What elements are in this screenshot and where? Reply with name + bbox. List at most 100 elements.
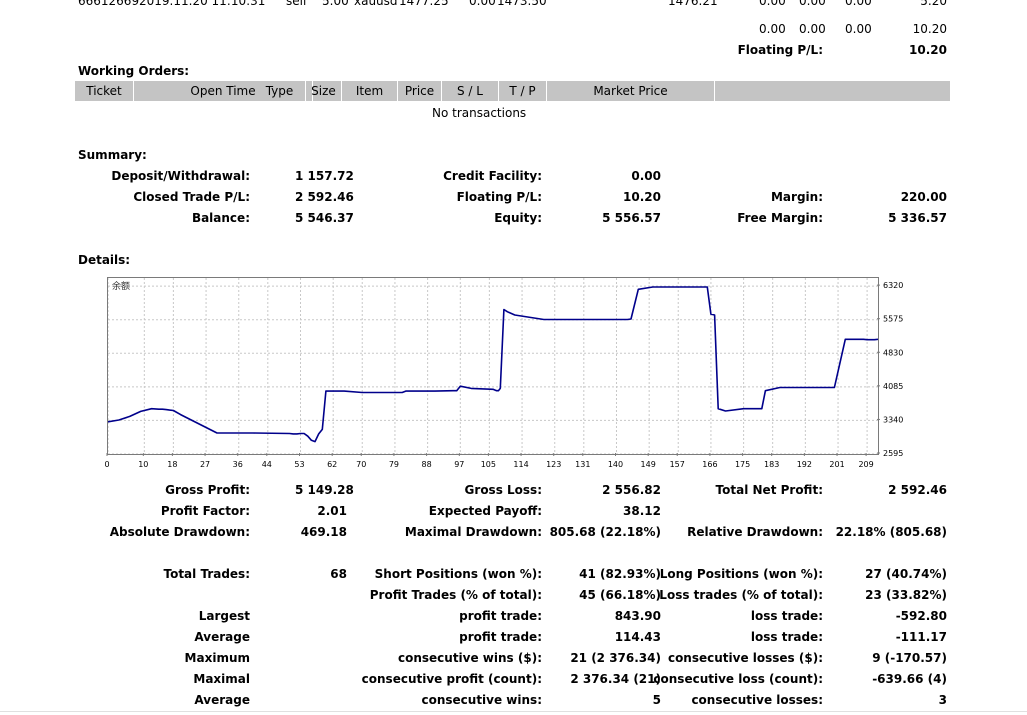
- open-time-cell: 2019.11.20 11:10:31: [139, 0, 266, 8]
- x-tick-label-3: 27: [200, 460, 210, 469]
- balance-label: Balance:: [191, 211, 250, 225]
- x-tick-label-0: 0: [104, 460, 109, 469]
- size-cell: 5.00: [322, 0, 349, 8]
- y-tick-label-1: 5575: [883, 315, 903, 324]
- x-tick-label-1: 10: [138, 460, 148, 469]
- x-tick-label-13: 114: [513, 460, 528, 469]
- col-price: Price: [398, 81, 442, 101]
- summary-title: Summary:: [78, 148, 147, 162]
- max-losses-value: 9 (-170.57): [872, 651, 947, 665]
- credit-label: Credit Facility:: [443, 169, 542, 183]
- total-trades-label: Total Trades:: [163, 567, 250, 581]
- profit-factor-label: Profit Factor:: [160, 504, 250, 518]
- profit-cell: 10.20: [912, 22, 947, 36]
- free-margin-label: Free Margin:: [737, 211, 823, 225]
- col-cell-1: 0.00: [759, 0, 786, 8]
- gross-loss-label: Gross Loss:: [464, 483, 542, 497]
- chart-legend-label: 余额: [112, 280, 130, 292]
- avg-consec-wins-value: 5: [652, 693, 661, 707]
- col-ticket: Ticket: [75, 81, 134, 101]
- free-margin-value: 5 336.57: [888, 211, 947, 225]
- sl-cell: 0.00: [469, 0, 496, 8]
- largest-loss-label: loss trade:: [750, 609, 823, 623]
- balance-chart-svg: 余额: [108, 278, 878, 454]
- average-consec-label: Average: [194, 693, 250, 707]
- no-transactions-text: No transactions: [432, 106, 527, 120]
- x-tick-label-7: 62: [327, 460, 337, 469]
- x-tick-label-2: 18: [167, 460, 177, 469]
- margin-value: 220.00: [900, 190, 947, 204]
- working-orders-header: Ticket Open Time Type Size Item Price S …: [75, 81, 950, 101]
- total-net-profit-label: Total Net Profit:: [715, 483, 823, 497]
- relative-drawdown-value: 22.18% (805.68): [835, 525, 947, 539]
- col-size: Size: [306, 81, 342, 101]
- col-cell-1: 0.00: [759, 22, 786, 36]
- floating-pl-label: Floating P/L:: [737, 43, 823, 57]
- x-tick-label-21: 183: [764, 460, 779, 469]
- maximal-loss-value: -639.66 (4): [872, 672, 947, 686]
- working-orders-title: Working Orders:: [78, 64, 190, 78]
- x-tick-label-14: 123: [546, 460, 561, 469]
- x-tick-label-20: 175: [735, 460, 750, 469]
- x-tick-label-6: 53: [294, 460, 304, 469]
- long-positions-value: 27 (40.74%): [865, 567, 947, 581]
- absolute-drawdown-label: Absolute Drawdown:: [109, 525, 250, 539]
- x-tick-label-9: 79: [389, 460, 399, 469]
- y-tick-label-2: 4830: [883, 348, 903, 357]
- maximal-drawdown-label: Maximal Drawdown:: [404, 525, 542, 539]
- margin-label: Margin:: [770, 190, 823, 204]
- y-tick-label-3: 4085: [883, 382, 903, 391]
- item-cell: xauusd: [354, 0, 398, 8]
- x-tick-label-4: 36: [233, 460, 243, 469]
- col-cell-3: 0.00: [845, 22, 872, 36]
- maximal-profit-label: consecutive profit (count):: [361, 672, 542, 686]
- total-net-profit-value: 2 592.46: [888, 483, 947, 497]
- floating-label: Floating P/L:: [456, 190, 542, 204]
- closed-pl-value: 2 592.46: [295, 190, 354, 204]
- avg-consec-wins-label: consecutive wins:: [421, 693, 542, 707]
- maximal-profit-value: 2 376.34 (21): [570, 672, 661, 686]
- largest-label: Largest: [198, 609, 250, 623]
- y-tick-label-4: 3340: [883, 415, 903, 424]
- profit-trades-label: Profit Trades (% of total):: [369, 588, 542, 602]
- expected-payoff-value: 38.12: [623, 504, 661, 518]
- top-trade-row: 66612669 2019.11.20 11:10:31 sell 5.00 x…: [0, 0, 1027, 8]
- x-tick-label-24: 209: [858, 460, 873, 469]
- expected-payoff-label: Expected Payoff:: [428, 504, 542, 518]
- col-open-time: Open Time: [134, 81, 313, 101]
- x-tick-label-10: 88: [422, 460, 432, 469]
- equity-value: 5 556.57: [602, 211, 661, 225]
- average-label: Average: [194, 630, 250, 644]
- x-tick-label-19: 166: [702, 460, 717, 469]
- max-wins-label: consecutive wins ($):: [397, 651, 542, 665]
- y-tick-label-0: 6320: [883, 281, 903, 290]
- col-cell-3: 0.00: [845, 0, 872, 8]
- largest-profit-label: profit trade:: [459, 609, 542, 623]
- average-loss-value: -111.17: [895, 630, 947, 644]
- maximum-label: Maximum: [184, 651, 250, 665]
- avg-consec-losses-label: consecutive losses:: [691, 693, 823, 707]
- x-tick-label-11: 97: [454, 460, 464, 469]
- short-positions-value: 41 (82.93%): [579, 567, 661, 581]
- price-cell: 1477.25: [399, 0, 449, 8]
- col-cell-2: 0.00: [799, 22, 826, 36]
- average-profit-label: profit trade:: [459, 630, 542, 644]
- details-title: Details:: [78, 253, 131, 267]
- x-tick-label-8: 70: [356, 460, 366, 469]
- col-market-price: Market Price: [547, 81, 715, 101]
- col-item: Item: [342, 81, 398, 101]
- credit-value: 0.00: [631, 169, 661, 183]
- floating-pl-value: 10.20: [909, 43, 947, 57]
- profit-trades-value: 45 (66.18%): [579, 588, 661, 602]
- balance-chart: 余额: [107, 277, 879, 455]
- col-sl: S / L: [442, 81, 499, 101]
- deposit-label: Deposit/Withdrawal:: [111, 169, 250, 183]
- x-tick-label-15: 131: [575, 460, 590, 469]
- deposit-value: 1 157.72: [295, 169, 354, 183]
- x-tick-label-5: 44: [262, 460, 272, 469]
- gross-profit-value: 5 149.28: [295, 483, 354, 497]
- equity-label: Equity:: [494, 211, 542, 225]
- loss-trades-value: 23 (33.82%): [865, 588, 947, 602]
- x-tick-label-22: 192: [797, 460, 812, 469]
- market-price-cell: 1476.21: [668, 0, 718, 8]
